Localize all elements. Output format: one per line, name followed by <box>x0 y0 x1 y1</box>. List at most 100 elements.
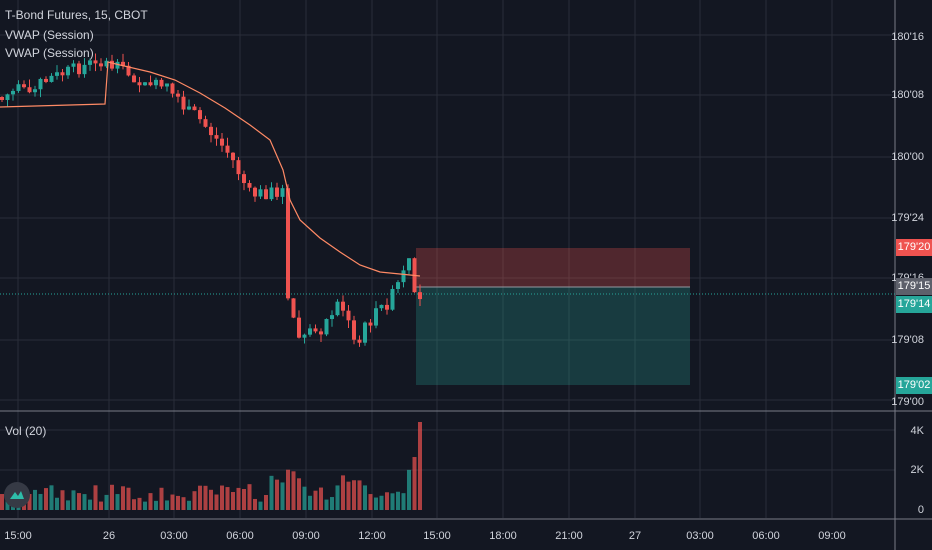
indicator-vwap-1[interactable]: VWAP (Session) <box>5 28 94 42</box>
candle-body <box>407 258 411 271</box>
volume-tick: 2K <box>910 464 924 476</box>
candle-body <box>49 75 54 82</box>
volume-bar <box>352 480 356 510</box>
volume-bar <box>165 500 169 510</box>
volume-tick: 0 <box>917 504 924 516</box>
time-tick: 26 <box>102 530 116 542</box>
candle-body <box>110 60 114 69</box>
time-tick: 15:00 <box>423 530 451 542</box>
time-tick: 27 <box>628 530 642 542</box>
candle-body <box>0 97 4 100</box>
volume-bar <box>93 485 98 510</box>
volume-bar <box>385 492 389 510</box>
volume-bar <box>319 487 323 510</box>
indicator-vwap-2[interactable]: VWAP (Session) <box>5 46 94 60</box>
candle-body <box>33 89 37 93</box>
candle-body <box>236 160 241 175</box>
candle-body <box>176 93 180 97</box>
price-tick: 179'00 <box>891 396 924 408</box>
volume-bar <box>242 489 246 510</box>
candle-body <box>148 82 153 86</box>
volume-bar <box>77 493 81 510</box>
volume-bar <box>379 495 384 510</box>
volume-bar <box>236 487 241 510</box>
candle-body <box>11 90 15 95</box>
candle-body <box>181 96 186 110</box>
volume-bar <box>291 471 296 510</box>
volume-bar <box>308 495 312 510</box>
volume-bar <box>33 489 37 510</box>
candle-body <box>60 72 65 76</box>
candle-body <box>379 304 384 309</box>
volume-bar <box>126 487 131 510</box>
tradingview-logo-icon[interactable] <box>4 482 30 508</box>
volume-bar <box>374 497 378 510</box>
candle-body <box>286 188 290 299</box>
candle-body <box>258 189 263 197</box>
candle-body <box>214 135 219 139</box>
volume-bar <box>258 501 263 510</box>
volume-bar <box>159 487 164 510</box>
candle-body <box>192 106 197 111</box>
candle-body <box>159 79 164 87</box>
candle-body <box>313 328 318 332</box>
volume-bar <box>418 422 422 510</box>
stop-price-badge: 179'20 <box>896 239 932 256</box>
volume-bar <box>27 494 32 510</box>
candle-body <box>291 298 296 318</box>
candle-body <box>22 84 26 88</box>
volume-bar <box>407 469 411 510</box>
volume-bar <box>203 485 208 510</box>
candle-body <box>66 66 70 76</box>
time-tick: 09:00 <box>818 530 846 542</box>
candle-body <box>302 334 307 338</box>
time-tick: 18:00 <box>489 530 517 542</box>
price-tick: 179'24 <box>891 212 924 224</box>
candle-body <box>82 64 87 75</box>
volume-bar <box>170 494 175 510</box>
candle-body <box>280 188 285 197</box>
candle-body <box>319 331 323 335</box>
volume-bar <box>38 493 43 510</box>
volume-bar <box>121 486 125 510</box>
symbol-title[interactable]: T-Bond Futures, 15, CBOT <box>5 8 148 22</box>
candle-body <box>352 320 356 340</box>
time-tick: 06:00 <box>226 530 254 542</box>
candle-body <box>330 315 334 320</box>
candle-body <box>165 83 169 87</box>
volume-bar <box>269 475 274 510</box>
volume-bar <box>88 499 92 510</box>
candle-body <box>209 126 213 136</box>
volume-bar <box>302 486 307 510</box>
target-price-badge: 179'02 <box>896 377 932 394</box>
volume-bar <box>225 487 230 510</box>
volume-bar <box>247 484 252 510</box>
candle-body <box>385 304 389 310</box>
take-profit-zone <box>416 287 690 385</box>
candle-body <box>225 145 230 153</box>
candle-body <box>363 322 367 343</box>
price-tick: 180'00 <box>891 151 924 163</box>
candle-body <box>38 78 43 90</box>
time-tick: 12:00 <box>358 530 386 542</box>
candle-body <box>198 110 202 120</box>
volume-bar <box>137 497 142 510</box>
volume-bar <box>324 499 329 510</box>
volume-bar <box>335 485 340 510</box>
candle-body <box>187 106 191 110</box>
candle-body <box>253 187 257 197</box>
volume-bar <box>198 485 202 510</box>
time-tick: 03:00 <box>686 530 714 542</box>
volume-bar <box>253 498 257 510</box>
volume-bar <box>297 478 301 510</box>
volume-bar <box>209 489 213 510</box>
volume-indicator-title[interactable]: Vol (20) <box>5 424 47 438</box>
volume-tick: 4K <box>910 425 924 437</box>
candle-body <box>275 187 279 197</box>
volume-bar <box>110 484 114 510</box>
volume-bar <box>192 491 197 510</box>
volume-bar <box>55 497 59 510</box>
price-tick: 179'08 <box>891 334 924 346</box>
